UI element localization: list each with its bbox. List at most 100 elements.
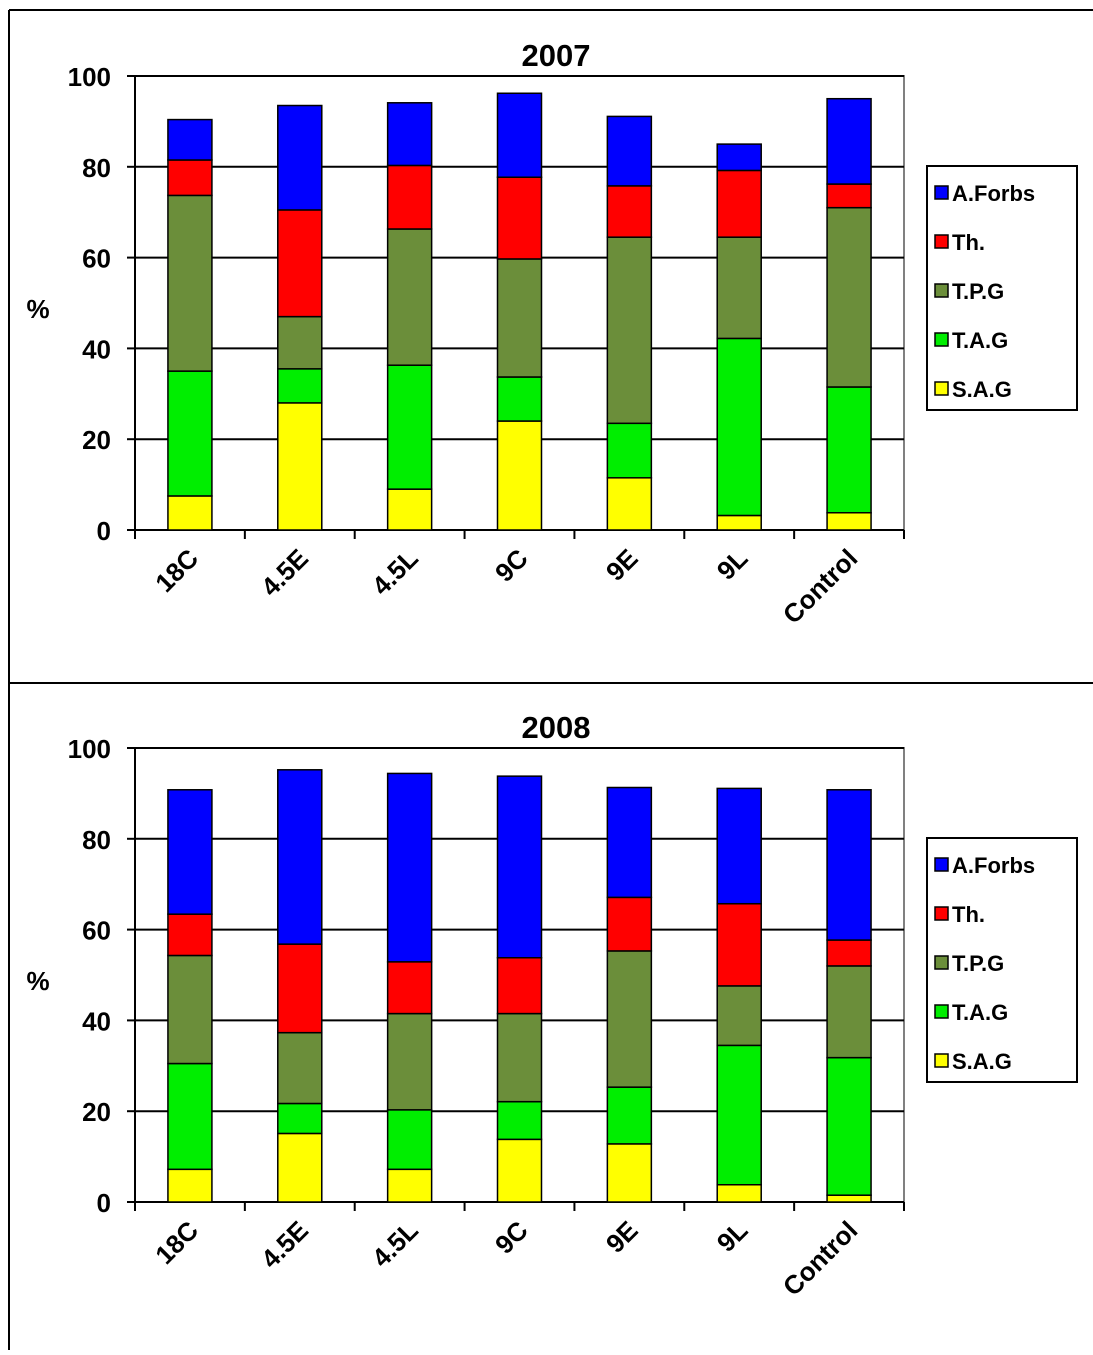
bar-segment-th <box>167 913 213 957</box>
bar-segment-a-forbs <box>386 772 433 963</box>
bar-segment-a-forbs <box>826 789 872 941</box>
bar-segment-t-p-g <box>277 315 323 370</box>
x-tick-label: 9L <box>711 543 754 586</box>
bar-segment-a-forbs <box>716 143 762 172</box>
legend-label: S.A.G <box>952 1049 1012 1074</box>
x-tick-label: 18C <box>149 543 204 598</box>
bar-segment-t-a-g <box>277 368 323 404</box>
bar-segment-th <box>716 169 762 238</box>
bar-segment-a-forbs <box>716 787 762 905</box>
bar-segment-a-forbs <box>386 102 433 167</box>
legend-label: T.A.G <box>952 328 1008 353</box>
bar-segment-t-a-g <box>386 364 433 490</box>
y-tick-label: 100 <box>68 734 111 764</box>
bar-segment-a-forbs <box>606 115 653 187</box>
legend-label: T.A.G <box>952 1000 1008 1025</box>
x-tick-label: 9C <box>489 1215 534 1260</box>
y-tick-label: 80 <box>82 825 111 855</box>
bar-segment-s-a-g <box>386 1168 433 1203</box>
legend-swatch <box>934 283 949 298</box>
bar-segment-th <box>496 956 543 1015</box>
bar-segment-a-forbs <box>496 775 543 959</box>
x-tick-label: Control <box>777 1215 864 1302</box>
legend-swatch <box>934 185 949 200</box>
x-tick-label: 9L <box>711 1215 754 1258</box>
bar-segment-th <box>606 185 653 238</box>
y-axis-label: % <box>26 294 49 324</box>
bar-segment-a-forbs <box>167 789 213 915</box>
bar-segment-th <box>826 183 872 209</box>
bar-segment-a-forbs <box>167 118 213 161</box>
y-tick-label: 60 <box>82 916 111 946</box>
legend-label: A.Forbs <box>952 853 1035 878</box>
legend-label: T.P.G <box>952 279 1004 304</box>
bar-segment-t-a-g <box>167 1062 213 1171</box>
chart-panel-2007: 2007 % 0 20 40 60 80 100 18C 4.5E 4.5L 9C 9E 9L Cont… <box>26 38 1078 630</box>
legend-box <box>926 837 1078 1083</box>
x-tick-label: Control <box>777 543 864 630</box>
bar-segment-t-a-g <box>826 386 872 514</box>
legend-label: A.Forbs <box>952 181 1035 206</box>
legend-swatch <box>934 332 949 347</box>
bar-segment-s-a-g <box>606 1143 653 1203</box>
bar-segment-t-a-g <box>167 370 213 497</box>
bar-segment-t-p-g <box>716 236 762 340</box>
legend-box <box>926 165 1078 411</box>
chart-title: 2008 <box>522 710 591 745</box>
chart-panel-2008: 2008 % 0 20 40 60 80 100 18C 4.5E 4.5L 9C 9E 9L Cont… <box>26 710 1078 1302</box>
legend-swatch <box>934 857 949 872</box>
bar-segment-s-a-g <box>167 495 213 531</box>
bar-segment-s-a-g <box>826 511 872 531</box>
bar-segment-t-p-g <box>826 965 872 1059</box>
bar-segment-t-p-g <box>386 1012 433 1111</box>
legend-swatch <box>934 1053 949 1068</box>
bar-segment-t-p-g <box>716 985 762 1047</box>
bar-segment-th <box>716 902 762 987</box>
y-tick-label: 100 <box>68 62 111 92</box>
bar-segment-s-a-g <box>277 1132 323 1203</box>
bar-segment-a-forbs <box>277 104 323 211</box>
x-tick-label: 9E <box>600 1215 644 1259</box>
chart-title: 2007 <box>522 38 591 73</box>
y-tick-label: 20 <box>82 1097 111 1127</box>
bar-segment-s-a-g <box>277 402 323 531</box>
legend-label: Th. <box>952 902 985 927</box>
y-tick-label: 60 <box>82 244 111 274</box>
bar-segment-t-p-g <box>277 1031 323 1105</box>
bar-segment-th <box>277 209 323 318</box>
bar-segment-s-a-g <box>496 420 543 531</box>
y-axis-label: % <box>26 966 49 996</box>
x-tick-label: 9E <box>600 543 644 587</box>
bar-segment-th <box>826 939 872 967</box>
x-tick-label: 4.5L <box>366 1215 424 1273</box>
bar-segment-t-p-g <box>496 258 543 378</box>
y-tick-label: 0 <box>97 516 111 546</box>
bar-segment-a-forbs <box>606 786 653 899</box>
bar-segment-th <box>386 961 433 1015</box>
bar-segment-t-p-g <box>167 954 213 1065</box>
legend-swatch <box>934 906 949 921</box>
x-tick-label: 9C <box>489 543 534 588</box>
bar-segment-t-p-g <box>386 228 433 366</box>
bar-segment-a-forbs <box>277 769 323 945</box>
y-tick-label: 0 <box>97 1188 111 1218</box>
legend-label: S.A.G <box>952 377 1012 402</box>
bar-segment-a-forbs <box>826 97 872 185</box>
bar-segment-s-a-g <box>716 514 762 531</box>
bar-segment-t-p-g <box>606 950 653 1088</box>
bar-segment-t-a-g <box>496 1100 543 1141</box>
legend-label: T.P.G <box>952 951 1004 976</box>
y-tick-label: 20 <box>82 425 111 455</box>
bar-segment-t-a-g <box>826 1056 872 1196</box>
legend-label: Th. <box>952 230 985 255</box>
bar-segment-t-a-g <box>716 337 762 517</box>
bar-segment-t-p-g <box>606 236 653 425</box>
bar-segment-s-a-g <box>716 1183 762 1203</box>
bar-segment-s-a-g <box>606 477 653 531</box>
y-tick-label: 40 <box>82 1006 111 1036</box>
bar-segment-t-p-g <box>496 1012 543 1103</box>
bar-segment-s-a-g <box>826 1194 872 1203</box>
bar-segment-s-a-g <box>386 488 433 531</box>
